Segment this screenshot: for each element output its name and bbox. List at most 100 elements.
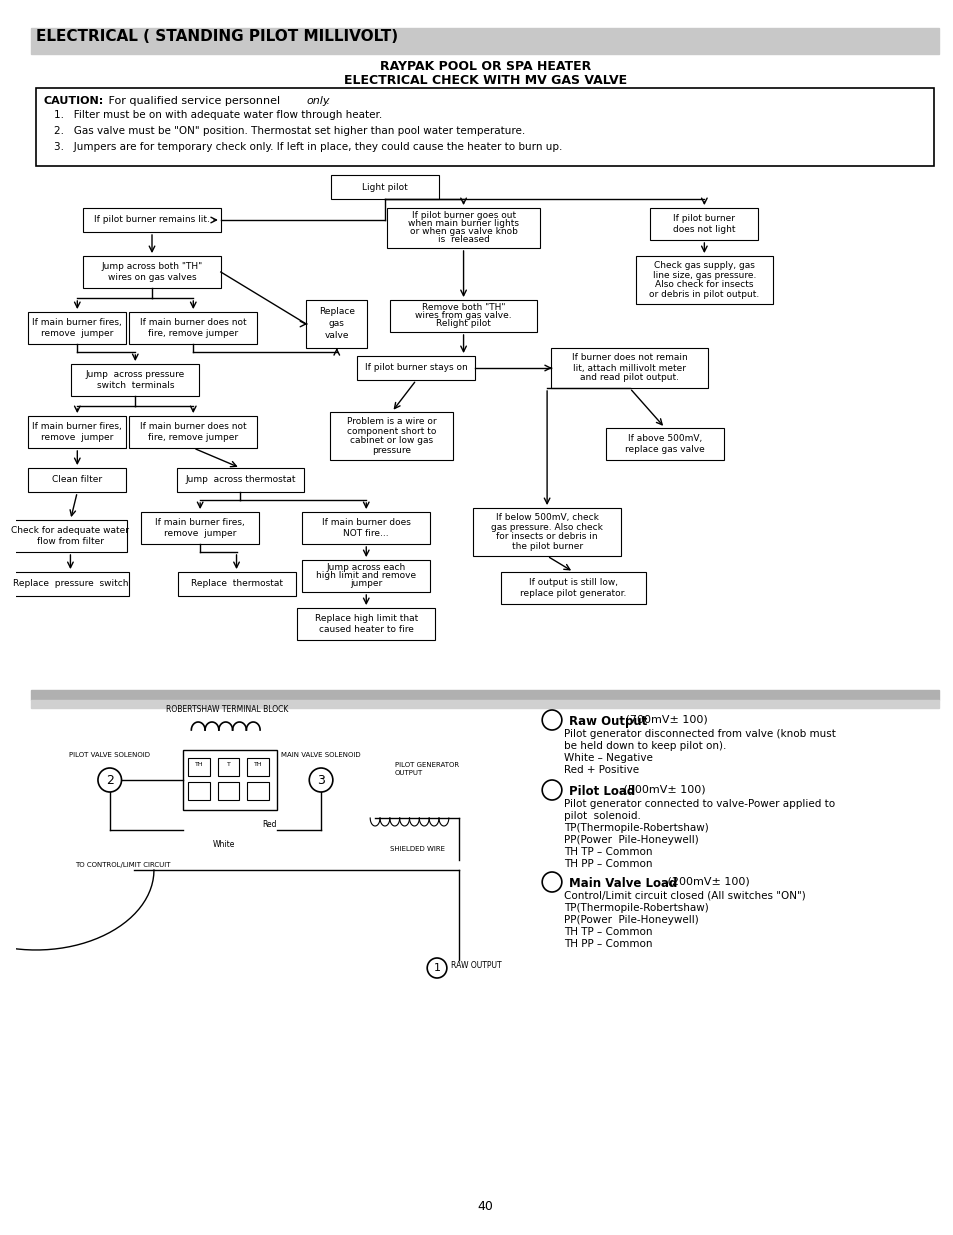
Text: the pilot burner: the pilot burner xyxy=(511,542,582,551)
Text: If main burner does not: If main burner does not xyxy=(140,319,246,327)
FancyBboxPatch shape xyxy=(500,572,646,604)
FancyBboxPatch shape xyxy=(36,88,933,165)
FancyBboxPatch shape xyxy=(188,758,210,776)
FancyBboxPatch shape xyxy=(551,348,707,388)
Text: is  released: is released xyxy=(437,236,489,245)
Text: replace gas valve: replace gas valve xyxy=(624,445,704,453)
Text: gas pressure. Also check: gas pressure. Also check xyxy=(491,522,602,532)
Text: fire, remove jumper: fire, remove jumper xyxy=(148,329,238,338)
Text: Remove both "TH": Remove both "TH" xyxy=(421,304,505,312)
Text: Clean filter: Clean filter xyxy=(52,475,102,484)
FancyBboxPatch shape xyxy=(605,429,723,459)
Text: does not light: does not light xyxy=(673,225,735,233)
Text: MAIN VALVE SOLENOID: MAIN VALVE SOLENOID xyxy=(281,752,360,758)
Text: TH TP – Common: TH TP – Common xyxy=(563,927,652,937)
Text: (500mV± 100): (500mV± 100) xyxy=(619,785,704,795)
Text: be held down to keep pilot on).: be held down to keep pilot on). xyxy=(563,741,725,751)
Text: If pilot burner stays on: If pilot burner stays on xyxy=(365,363,467,373)
Text: wires from gas valve.: wires from gas valve. xyxy=(415,311,512,321)
Text: Replace  pressure  switch: Replace pressure switch xyxy=(12,579,128,589)
Text: (200mV± 100): (200mV± 100) xyxy=(663,877,749,887)
Text: Pilot generator connected to valve-Power applied to: Pilot generator connected to valve-Power… xyxy=(563,799,834,809)
Text: PP(Power  Pile-Honeywell): PP(Power Pile-Honeywell) xyxy=(563,915,698,925)
Text: Relight pilot: Relight pilot xyxy=(436,320,491,329)
FancyBboxPatch shape xyxy=(217,782,239,800)
Text: If main burner fires,: If main burner fires, xyxy=(32,422,122,431)
FancyBboxPatch shape xyxy=(217,758,239,776)
Text: NOT fire...: NOT fire... xyxy=(343,529,389,537)
Circle shape xyxy=(541,781,561,800)
Text: Problem is a wire or: Problem is a wire or xyxy=(347,417,436,426)
Text: high limit and remove: high limit and remove xyxy=(315,572,416,580)
Text: White – Negative: White – Negative xyxy=(563,753,652,763)
Text: Pilot generator disconnected from valve (knob must: Pilot generator disconnected from valve … xyxy=(563,729,835,739)
Circle shape xyxy=(309,768,333,792)
Text: T: T xyxy=(227,762,231,767)
Text: Jump  across thermostat: Jump across thermostat xyxy=(185,475,295,484)
Text: pressure: pressure xyxy=(372,446,411,454)
Text: 3: 3 xyxy=(316,773,325,787)
Text: 3: 3 xyxy=(548,877,555,887)
FancyBboxPatch shape xyxy=(390,300,537,332)
Text: Check gas supply, gas: Check gas supply, gas xyxy=(653,261,754,270)
Text: pilot  solenoid.: pilot solenoid. xyxy=(563,811,640,821)
FancyBboxPatch shape xyxy=(650,207,758,240)
Text: TH PP – Common: TH PP – Common xyxy=(563,860,652,869)
Text: caused heater to fire: caused heater to fire xyxy=(318,625,414,634)
FancyBboxPatch shape xyxy=(29,312,127,345)
Text: TH: TH xyxy=(253,762,262,767)
Text: lit, attach millivolt meter: lit, attach millivolt meter xyxy=(573,363,685,373)
FancyBboxPatch shape xyxy=(83,207,220,232)
Text: 1: 1 xyxy=(433,963,440,973)
Text: If above 500mV,: If above 500mV, xyxy=(627,435,701,443)
Text: If below 500mV, check: If below 500mV, check xyxy=(496,513,598,522)
Text: TP(Thermopile-Robertshaw): TP(Thermopile-Robertshaw) xyxy=(563,823,708,832)
Text: OUTPUT: OUTPUT xyxy=(395,769,422,776)
FancyBboxPatch shape xyxy=(247,782,269,800)
Circle shape xyxy=(541,872,561,892)
Text: Replace high limit that: Replace high limit that xyxy=(314,614,417,624)
Text: or when gas valve knob: or when gas valve knob xyxy=(409,227,517,236)
Text: 1: 1 xyxy=(548,715,555,725)
Text: 3.   Jumpers are for temporary check only. If left in place, they could cause th: 3. Jumpers are for temporary check only.… xyxy=(53,142,561,152)
FancyBboxPatch shape xyxy=(357,356,475,380)
Text: If burner does not remain: If burner does not remain xyxy=(571,353,687,363)
FancyBboxPatch shape xyxy=(130,312,257,345)
FancyBboxPatch shape xyxy=(635,256,772,304)
Text: Red + Positive: Red + Positive xyxy=(563,764,639,776)
Circle shape xyxy=(541,710,561,730)
Text: Light pilot: Light pilot xyxy=(362,183,407,191)
Text: 2: 2 xyxy=(548,785,555,795)
Text: Jump across each: Jump across each xyxy=(326,563,405,573)
Text: Replace  thermostat: Replace thermostat xyxy=(191,579,282,589)
Text: For qualified service personnel: For qualified service personnel xyxy=(105,96,283,106)
Text: Also check for insects: Also check for insects xyxy=(655,280,753,289)
Circle shape xyxy=(98,768,121,792)
Text: ELECTRICAL CHECK WITH MV GAS VALVE: ELECTRICAL CHECK WITH MV GAS VALVE xyxy=(343,74,626,86)
Text: If pilot burner goes out: If pilot burner goes out xyxy=(411,211,515,221)
FancyBboxPatch shape xyxy=(302,513,430,543)
FancyBboxPatch shape xyxy=(14,520,127,552)
Text: 2: 2 xyxy=(106,773,113,787)
Text: remove  jumper: remove jumper xyxy=(41,432,113,442)
Text: or debris in pilot output.: or debris in pilot output. xyxy=(649,290,759,299)
Text: Check for adequate water: Check for adequate water xyxy=(11,526,130,535)
FancyBboxPatch shape xyxy=(130,416,257,448)
Text: PILOT VALVE SOLENOID: PILOT VALVE SOLENOID xyxy=(70,752,150,758)
FancyBboxPatch shape xyxy=(302,559,430,592)
Text: Raw Output: Raw Output xyxy=(568,715,646,727)
Text: TH PP – Common: TH PP – Common xyxy=(563,939,652,948)
Text: TP(Thermopile-Robertshaw): TP(Thermopile-Robertshaw) xyxy=(563,903,708,913)
Text: remove  jumper: remove jumper xyxy=(164,529,236,537)
Text: switch  terminals: switch terminals xyxy=(96,380,173,390)
Text: If pilot burner: If pilot burner xyxy=(673,214,735,224)
Text: component short to: component short to xyxy=(347,427,436,436)
Text: 1.   Filter must be on with adequate water flow through heater.: 1. Filter must be on with adequate water… xyxy=(53,110,381,120)
Text: ROBERTSHAW TERMINAL BLOCK: ROBERTSHAW TERMINAL BLOCK xyxy=(167,705,289,714)
Text: Replace: Replace xyxy=(318,308,355,316)
Text: Control/Limit circuit closed (All switches "ON"): Control/Limit circuit closed (All switch… xyxy=(563,890,804,902)
FancyBboxPatch shape xyxy=(29,468,127,492)
Text: ELECTRICAL ( STANDING PILOT MILLIVOLT): ELECTRICAL ( STANDING PILOT MILLIVOLT) xyxy=(36,28,397,44)
Text: for insects or debris in: for insects or debris in xyxy=(496,532,598,541)
Text: only: only xyxy=(306,96,330,106)
